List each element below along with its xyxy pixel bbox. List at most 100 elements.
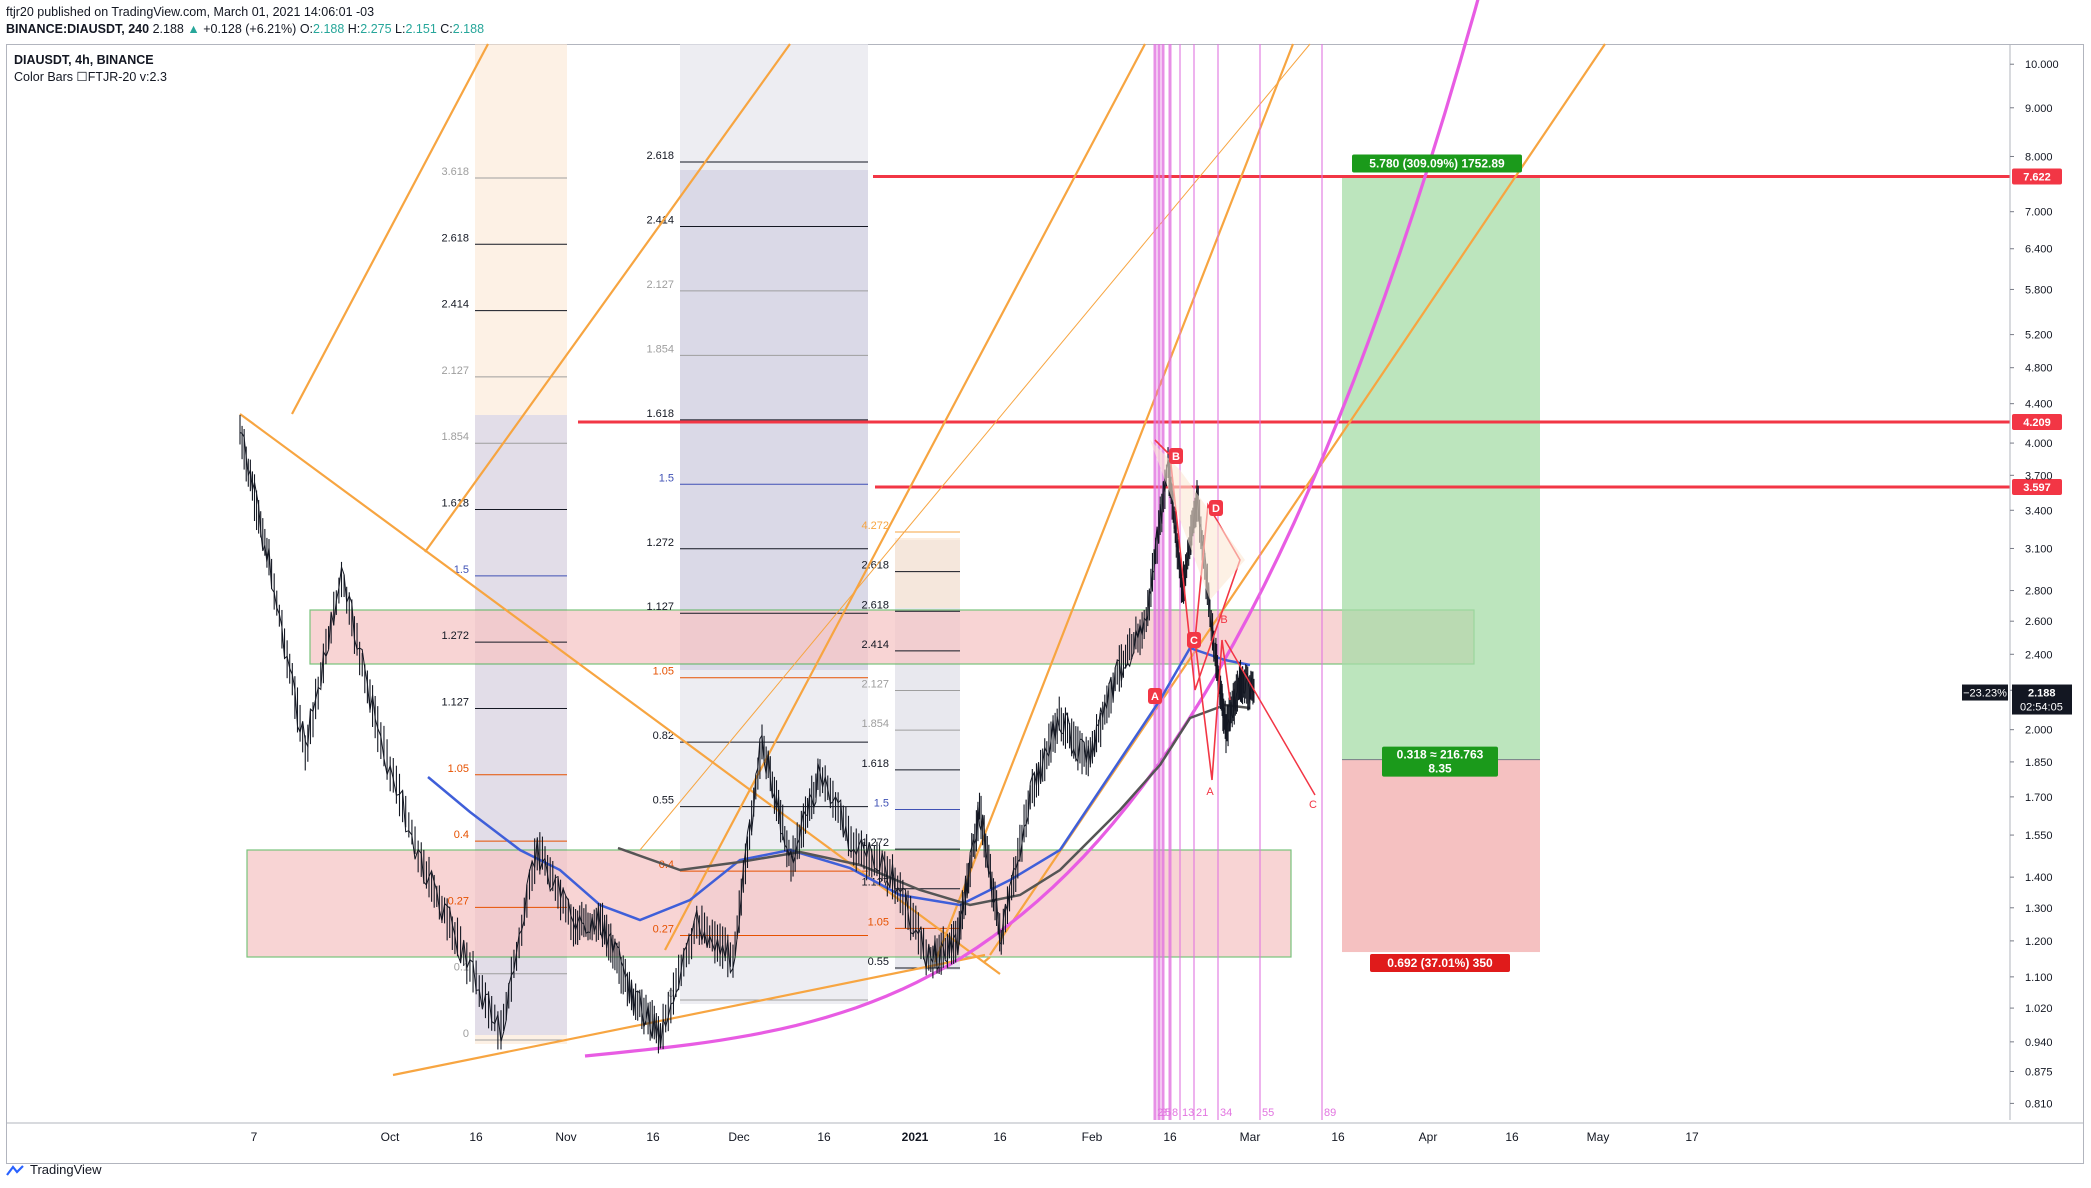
trend-line[interactable] [933,43,1295,963]
symbol-line-prefix: BINANCE:DIAUSDT, 240 [6,22,150,36]
upper-demand-box[interactable] [309,609,1475,665]
wave-label-badge [1169,448,1183,464]
entry-label-text: 8.35 [1428,762,1452,776]
time-axis-label: 16 [1331,1130,1345,1144]
fib-set-1-label: 0.1 [454,962,469,974]
price-axis-label: 4.800 [2025,363,2053,375]
fib-time-label: 89 [1324,1107,1336,1119]
lower-demand-box[interactable] [246,849,1292,958]
price-axis-label: 1.700 [2025,792,2053,804]
time-axis-label: 17 [1685,1130,1699,1144]
fib-time-label: 8 [1172,1107,1178,1119]
fib-set-1-label: 0.27 [448,895,469,907]
resistance-price-label: 7.622 [2012,168,2062,185]
entry-label-badge [1382,746,1498,777]
time-axis-label: Dec [728,1130,749,1144]
wave-label-badge [1187,632,1201,648]
fib-set-3-label: 2.414 [861,639,889,651]
price-axis-label: 2.400 [2025,649,2053,661]
price-axis-label: 0.875 [2025,1066,2053,1078]
price-axis-label: 6.400 [2025,244,2053,256]
wave-label: D [1212,503,1220,515]
trend-line[interactable] [424,43,791,553]
high-label: H: [347,22,361,36]
time-axis-label: Oct [381,1130,400,1144]
fib-time-label: 21 [1196,1107,1208,1119]
price-axis-label: 7.000 [2025,207,2053,219]
legend-symbol: DIAUSDT, 4h, BINANCE [14,53,154,67]
parabolic-curve[interactable] [584,0,1490,1058]
fib-set-1-label: 1.854 [441,431,469,443]
fib-set-2-label: 2.127 [646,279,674,291]
trend-line[interactable] [983,956,991,963]
resistance-price-label: 4.209 [2012,414,2062,431]
fib-set-2-label: 1.854 [646,343,674,355]
fib-set-1-label: 2.414 [441,299,469,311]
fib-column-shade [895,538,960,608]
target-label-badge [1352,154,1522,173]
fib-set-1-label: 1.05 [448,763,469,775]
price-axis-label: 0.810 [2025,1098,2053,1110]
fib-set-1-label: 1.272 [441,630,469,642]
chart-pane[interactable] [6,44,2084,1164]
wave-projection[interactable] [1224,639,1316,796]
fib-set-3-label: 0.55 [868,956,889,968]
price-axis-label: 3.700 [2025,470,2053,482]
price-axis-label: 8.000 [2025,151,2053,163]
wave-label: C [1190,635,1198,647]
close-label: C: [440,22,453,36]
fib-set-1-label: 0 [463,1028,469,1040]
price-axis-label: 9.000 [2025,103,2053,115]
target-label-text: 5.780 (309.09%) 1752.89 [1369,156,1505,170]
fib-set-2-label: 2.618 [646,150,674,162]
resistance-price-badge [2012,478,2062,495]
profit-zone[interactable] [1342,176,1540,760]
fib-set-1-label: 0.4 [454,829,469,841]
time-axis-label: 16 [1505,1130,1519,1144]
entry-label-text: 0.318 ≈ 216.763 [1397,748,1484,762]
fib-set-1-label: 2.127 [441,365,469,377]
fib-set-2-label: 1.272 [646,537,674,549]
price-axis-label: 4.000 [2025,438,2053,450]
price-axis-label: 3.100 [2025,543,2053,555]
fib-set-3-label: 2.127 [861,679,889,691]
price-axis-label: 1.400 [2025,872,2053,884]
low-label: L: [395,22,406,36]
price-axis-label: 1.850 [2025,757,2053,769]
fib-set-1-label: 1.127 [441,696,469,708]
time-axis-label: 16 [469,1130,483,1144]
wave-pattern[interactable] [1154,439,1241,781]
footer-brand[interactable]: TradingView [6,1162,102,1177]
time-axis-label: Mar [1240,1130,1261,1144]
time-axis-label: May [1587,1130,1610,1144]
time-axis-label: Feb [1082,1130,1103,1144]
change-badge [1962,684,2008,701]
resistance-price-text: 7.622 [2023,171,2051,183]
current-price-label: −23.23% 2.188 02:54:05 [1962,684,2072,715]
time-axis-label: Apr [1419,1130,1438,1144]
publish-header: ftjr20 published on TradingView.com, Mar… [6,4,484,38]
price-axis-label: 3.400 [2025,505,2053,517]
loss-zone[interactable] [1342,759,1540,953]
fib-set-1-label: 1.5 [454,564,469,576]
price-axis-label: 10.000 [2025,59,2059,71]
wave-label: B [1172,451,1180,463]
fib-set-2-label: 1.5 [659,472,674,484]
fib-set-2-label: 0.27 [653,924,674,936]
fib-time-label: 5 [1165,1107,1171,1119]
trend-line[interactable] [291,43,489,415]
footer-brand-label: TradingView [30,1162,102,1177]
trend-line[interactable] [392,953,986,1077]
trend-line[interactable] [664,43,1146,951]
time-axis-label: 7 [251,1130,258,1144]
price-axis-label: 2.800 [2025,586,2053,598]
price-axis-label: 5.200 [2025,330,2053,342]
time-axis-label: 16 [817,1130,831,1144]
target-label: 5.780 (309.09%) 1752.89 [1352,154,1522,173]
stop-label: 0.692 (37.01%) 350 [1370,954,1510,973]
countdown-text: 02:54:05 [2020,702,2063,714]
trend-line[interactable] [639,43,1311,851]
time-axis-label: 16 [993,1130,1007,1144]
